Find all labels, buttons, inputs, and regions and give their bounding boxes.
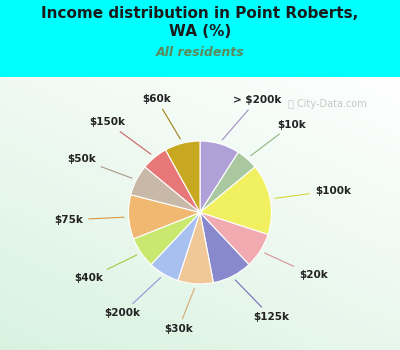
Text: $100k: $100k	[275, 186, 351, 198]
Text: ⓘ City-Data.com: ⓘ City-Data.com	[288, 99, 367, 109]
Wedge shape	[200, 152, 255, 212]
Wedge shape	[134, 212, 200, 265]
Text: Income distribution in Point Roberts,
WA (%): Income distribution in Point Roberts, WA…	[41, 6, 359, 39]
Text: $200k: $200k	[104, 278, 160, 318]
Text: All residents: All residents	[156, 46, 244, 59]
Text: $50k: $50k	[67, 154, 132, 178]
Wedge shape	[200, 212, 268, 265]
Text: $60k: $60k	[142, 94, 180, 139]
Wedge shape	[200, 212, 249, 283]
Text: $150k: $150k	[89, 117, 151, 154]
Text: $40k: $40k	[74, 255, 137, 284]
Wedge shape	[131, 167, 200, 212]
Wedge shape	[128, 195, 200, 239]
Text: $10k: $10k	[251, 120, 306, 156]
Text: $125k: $125k	[235, 280, 289, 322]
Wedge shape	[200, 167, 272, 234]
Text: $30k: $30k	[164, 288, 194, 334]
Text: > $200k: > $200k	[222, 95, 281, 140]
Wedge shape	[200, 141, 238, 212]
Wedge shape	[145, 150, 200, 212]
Text: $20k: $20k	[264, 253, 328, 280]
Wedge shape	[151, 212, 200, 280]
Text: $75k: $75k	[54, 215, 124, 225]
Wedge shape	[178, 212, 213, 284]
Wedge shape	[166, 141, 200, 212]
